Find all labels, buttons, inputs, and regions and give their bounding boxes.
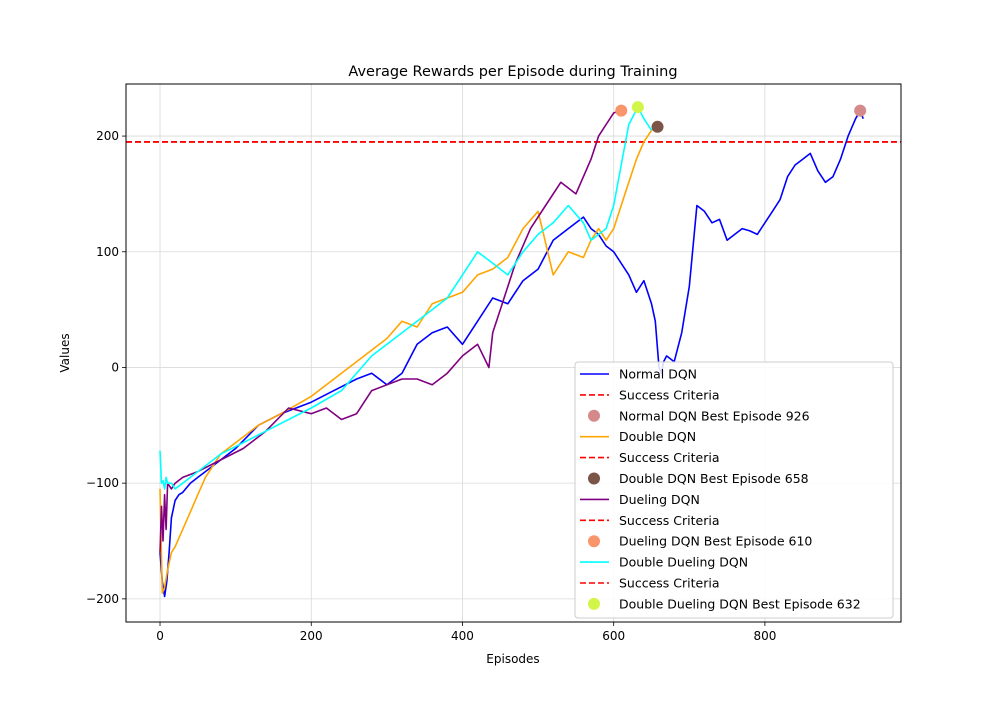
legend-label: Dueling DQN Best Episode 610 — [619, 534, 812, 549]
legend-box — [574, 361, 894, 619]
x-tick-label: 200 — [300, 629, 323, 643]
legend-label: Success Criteria — [619, 576, 720, 591]
legend-label: Double Dueling DQN Best Episode 632 — [619, 596, 861, 611]
plot-frame — [125, 83, 902, 623]
series-line-double-dqn — [159, 126, 658, 594]
x-tick-label: 0 — [156, 629, 164, 643]
chart-title: Average Rewards per Episode during Train… — [348, 64, 677, 80]
axis-ticks: 0 200 400 600 800 −200 −100 0 100 200 — [86, 129, 776, 643]
series-line-normal-dqn — [159, 109, 864, 598]
legend-marker-swatch — [588, 409, 600, 422]
legend-label: Normal DQN Best Episode 926 — [619, 408, 810, 423]
best-marker-dueling-dqn — [615, 104, 628, 117]
legend-label: Double DQN Best Episode 658 — [619, 471, 809, 486]
series-line-dueling-dqn — [159, 109, 622, 553]
legend-label: Double Dueling DQN — [619, 555, 748, 570]
y-axis-label: Values — [58, 333, 72, 372]
y-tick-label: 100 — [96, 245, 119, 259]
legend: Normal DQN Success Criteria Normal DQN Bes… — [574, 361, 894, 619]
y-tick-label: 0 — [111, 360, 119, 374]
best-marker-double-dqn — [651, 120, 664, 133]
legend-marker-swatch — [588, 535, 600, 548]
legend-label: Success Criteria — [619, 387, 720, 402]
x-tick-label: 600 — [602, 629, 625, 643]
x-tick-label: 400 — [451, 629, 474, 643]
series-line-double-dueling-dqn — [159, 106, 653, 490]
y-tick-label: 200 — [96, 129, 119, 143]
best-episode-markers — [615, 101, 867, 133]
legend-label: Normal DQN — [619, 367, 697, 382]
legend-label: Double DQN — [619, 429, 696, 444]
legend-label: Dueling DQN — [619, 492, 700, 507]
series-lines — [159, 106, 864, 598]
legend-label: Success Criteria — [619, 450, 720, 465]
x-tick-label: 800 — [753, 629, 776, 643]
y-tick-label: −100 — [86, 476, 119, 490]
x-axis-label: Episodes — [486, 652, 539, 666]
legend-marker-swatch — [588, 597, 600, 610]
best-marker-normal-dqn — [854, 104, 867, 117]
legend-marker-swatch — [588, 472, 600, 485]
legend-label: Success Criteria — [619, 513, 720, 528]
y-tick-label: −200 — [86, 592, 119, 606]
best-marker-double-dueling-dqn — [631, 101, 644, 114]
